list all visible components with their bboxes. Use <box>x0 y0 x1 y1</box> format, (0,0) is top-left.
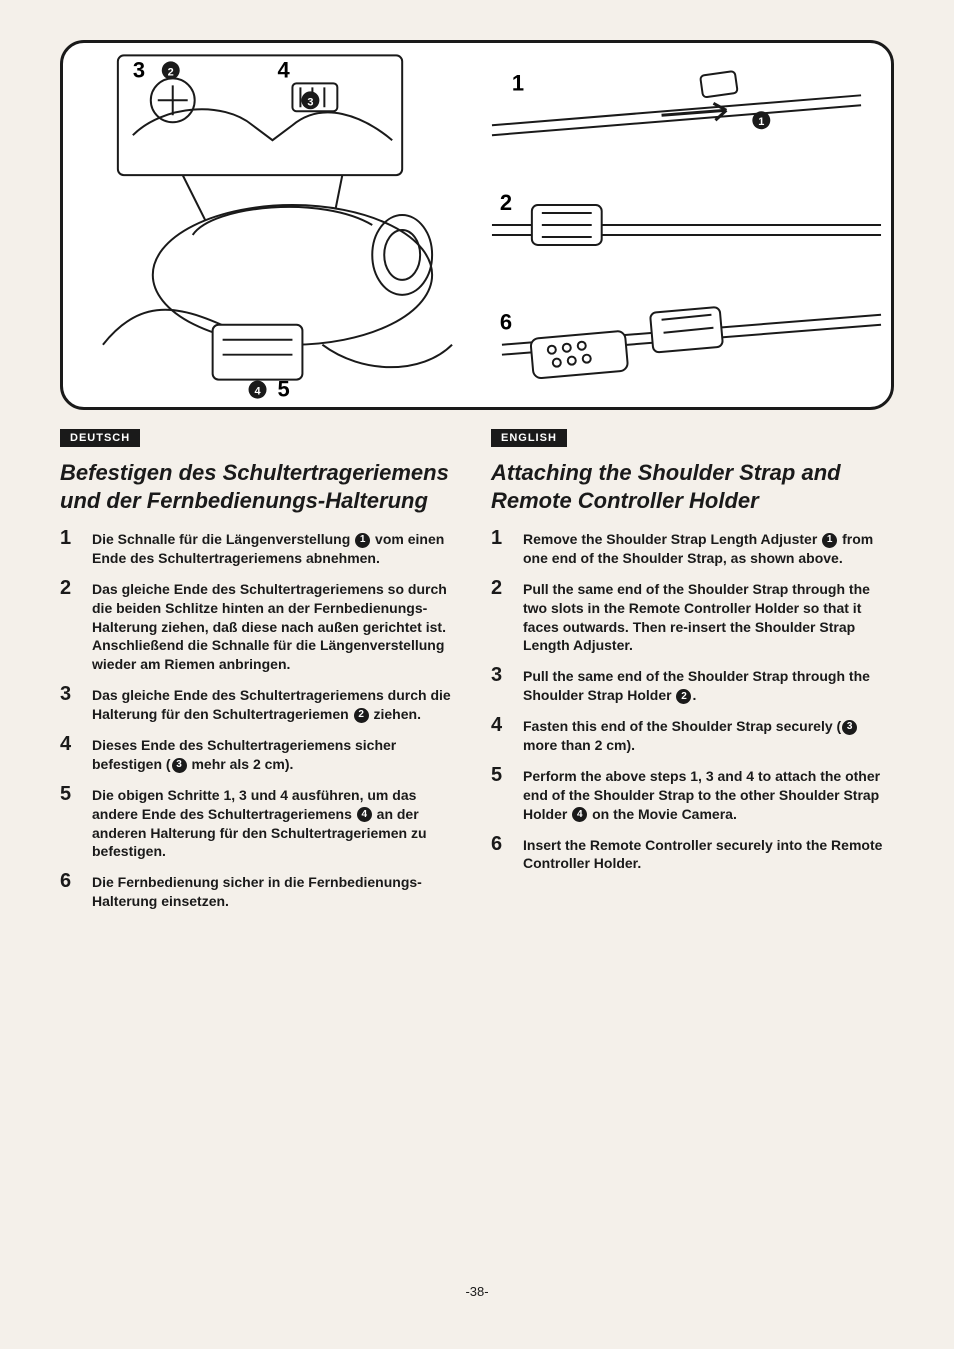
step-number: 2 <box>491 578 513 656</box>
step-item: 3Das gleiche Ende des Schultertragerieme… <box>60 684 463 724</box>
step-number: 3 <box>491 665 513 705</box>
col-english: ENGLISH Attaching the Shoulder Strap and… <box>491 428 894 921</box>
step-number: 5 <box>491 765 513 824</box>
step-item: 1Die Schnalle für die Längenverstellung … <box>60 528 463 568</box>
reference-bullet-icon: 4 <box>572 807 587 822</box>
step-item: 6Die Fernbedienung sicher in die Fernbed… <box>60 871 463 911</box>
step-text: Das gleiche Ende des Schultertrageriemen… <box>92 684 463 724</box>
step-text: Dieses Ende des Schultertrageriemens sic… <box>92 734 463 774</box>
diag-label-5: 5 <box>277 377 289 402</box>
diag-label-6: 6 <box>500 310 512 335</box>
step-number: 1 <box>491 528 513 568</box>
step-item: 4Dieses Ende des Schultertrageriemens si… <box>60 734 463 774</box>
svg-text:3: 3 <box>307 96 313 108</box>
step-number: 4 <box>60 734 82 774</box>
step-item: 3Pull the same end of the Shoulder Strap… <box>491 665 894 705</box>
step-number: 1 <box>60 528 82 568</box>
diag-label-3: 3 <box>133 57 145 82</box>
title-de: Befestigen des Schultertrageriemens und … <box>60 459 463 514</box>
diagram-svg: 3 2 4 3 4 5 1 <box>63 43 891 407</box>
reference-bullet-icon: 1 <box>822 533 837 548</box>
step-text: Die Fernbedienung sicher in die Fernbedi… <box>92 871 463 911</box>
step-text: Pull the same end of the Shoulder Strap … <box>523 665 894 705</box>
svg-text:2: 2 <box>168 66 174 78</box>
step-item: 1Remove the Shoulder Strap Length Adjust… <box>491 528 894 568</box>
svg-text:1: 1 <box>758 116 764 128</box>
text-columns: DEUTSCH Befestigen des Schultertrageriem… <box>60 428 894 921</box>
step-item: 2Pull the same end of the Shoulder Strap… <box>491 578 894 656</box>
svg-text:4: 4 <box>254 386 261 398</box>
diag-label-1: 1 <box>512 70 524 95</box>
reference-bullet-icon: 3 <box>842 720 857 735</box>
step-number: 2 <box>60 578 82 674</box>
step-item: 2Das gleiche Ende des Schultertragerieme… <box>60 578 463 674</box>
page-number: -38- <box>0 1284 954 1299</box>
col-deutsch: DEUTSCH Befestigen des Schultertrageriem… <box>60 428 463 921</box>
step-number: 5 <box>60 784 82 862</box>
step-number: 6 <box>60 871 82 911</box>
step-text: Insert the Remote Controller securely in… <box>523 834 894 874</box>
reference-bullet-icon: 2 <box>354 708 369 723</box>
step-text: Perform the above steps 1, 3 and 4 to at… <box>523 765 894 824</box>
step-item: 6Insert the Remote Controller securely i… <box>491 834 894 874</box>
lang-tag-de: DEUTSCH <box>60 429 140 447</box>
step-item: 5Die obigen Schritte 1, 3 und 4 ausführe… <box>60 784 463 862</box>
reference-bullet-icon: 3 <box>172 758 187 773</box>
diag-label-4: 4 <box>277 57 290 82</box>
instruction-diagram: 3 2 4 3 4 5 1 <box>60 40 894 410</box>
step-number: 6 <box>491 834 513 874</box>
step-text: Das gleiche Ende des Schultertrageriemen… <box>92 578 463 674</box>
step-item: 5Perform the above steps 1, 3 and 4 to a… <box>491 765 894 824</box>
step-text: Remove the Shoulder Strap Length Adjuste… <box>523 528 894 568</box>
step-item: 4Fasten this end of the Shoulder Strap s… <box>491 715 894 755</box>
reference-bullet-icon: 2 <box>676 689 691 704</box>
reference-bullet-icon: 1 <box>355 533 370 548</box>
step-number: 3 <box>60 684 82 724</box>
diag-label-2: 2 <box>500 190 512 215</box>
title-en: Attaching the Shoulder Strap and Remote … <box>491 459 894 514</box>
lang-tag-en: ENGLISH <box>491 429 567 447</box>
steps-en: 1Remove the Shoulder Strap Length Adjust… <box>491 528 894 873</box>
step-text: Fasten this end of the Shoulder Strap se… <box>523 715 894 755</box>
step-text: Die Schnalle für die Längenverstellung 1… <box>92 528 463 568</box>
reference-bullet-icon: 4 <box>357 807 372 822</box>
step-text: Die obigen Schritte 1, 3 und 4 ausführen… <box>92 784 463 862</box>
steps-de: 1Die Schnalle für die Längenverstellung … <box>60 528 463 911</box>
step-number: 4 <box>491 715 513 755</box>
step-text: Pull the same end of the Shoulder Strap … <box>523 578 894 656</box>
